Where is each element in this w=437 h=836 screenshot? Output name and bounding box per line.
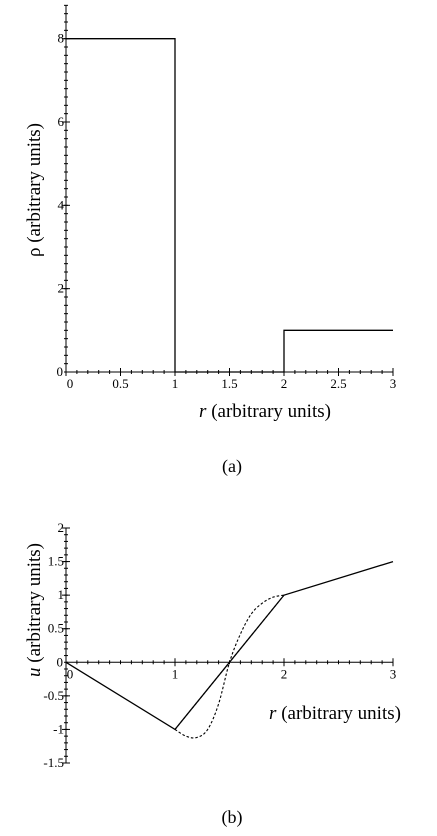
chart-a-ylabel-rest: (arbitrary units) [24,123,45,248]
chart-a-y-tick-label: 4 [58,197,65,212]
chart-b-xlabel-symbol: r [269,703,277,724]
chart-a-xlabel-rest: (arbitrary units) [206,401,331,422]
chart-b-x-tick-label: 1 [172,666,179,681]
chart-a-y-tick-label: 2 [58,281,65,296]
chart-b-displacement: -1.5 -1 -0.5 0.5 1 1.5 2 00 1 2 3 [43,520,396,770]
chart-b-y-tick-label: 0.5 [48,621,64,636]
chart-b-x-tick-label: 3 [390,666,397,681]
chart-b-x-tick-label: 0 [67,666,74,681]
chart-b-y-tick-label: -0.5 [43,688,64,703]
chart-a-ylabel-symbol: ρ [24,248,45,257]
chart-a-caption: (a) [222,456,242,477]
chart-b-xlabel-rest: (arbitrary units) [276,703,401,724]
chart-b-y-tick-label: -1.5 [43,755,64,770]
chart-b-xlabel: r (arbitrary units) [269,703,401,724]
chart-a-ylabel: ρ (arbitrary units) [24,123,45,257]
chart-b-y-tick-label: 2 [58,520,65,535]
chart-a-xlabel-symbol: r [199,401,207,422]
chart-a-x-tick-label: 2.5 [330,376,346,391]
chart-a-x-tick-label: 1.5 [221,376,237,391]
chart-a-x-tick-label: 1 [172,376,179,391]
chart-a-x-tick-label: 0.5 [112,376,128,391]
chart-b-y-tick-label: -1 [53,721,64,736]
chart-b-origin-label: 0 [57,654,64,669]
chart-a-density: 2 4 6 8 00 0.5 1 1.5 2 2.5 3 [57,4,397,391]
chart-a-y-tick-label: 6 [58,114,65,129]
chart-a-series-0-line [66,38,393,373]
chart-a-origin-label: 0 [57,364,64,379]
chart-b-ylabel-symbol: u [24,668,45,678]
chart-b-x-tick-label: 2 [281,666,288,681]
chart-a-x-tick-label: 0 [67,376,74,391]
chart-b-y-tick-label: 1.5 [48,554,64,569]
chart-b-ylabel: u (arbitrary units) [24,543,45,677]
chart-b-caption: (b) [222,807,243,828]
chart-b-series-2-line [174,594,285,739]
chart-a-x-tick-label: 2 [281,376,288,391]
chart-a-x-tick-label: 3 [390,376,397,391]
chart-b-y-tick-label: 1 [58,587,65,602]
chart-b-ylabel-rest: (arbitrary units) [24,543,45,668]
chart-a-y-tick-label: 8 [58,31,65,46]
chart-a-xlabel: r (arbitrary units) [199,401,331,422]
